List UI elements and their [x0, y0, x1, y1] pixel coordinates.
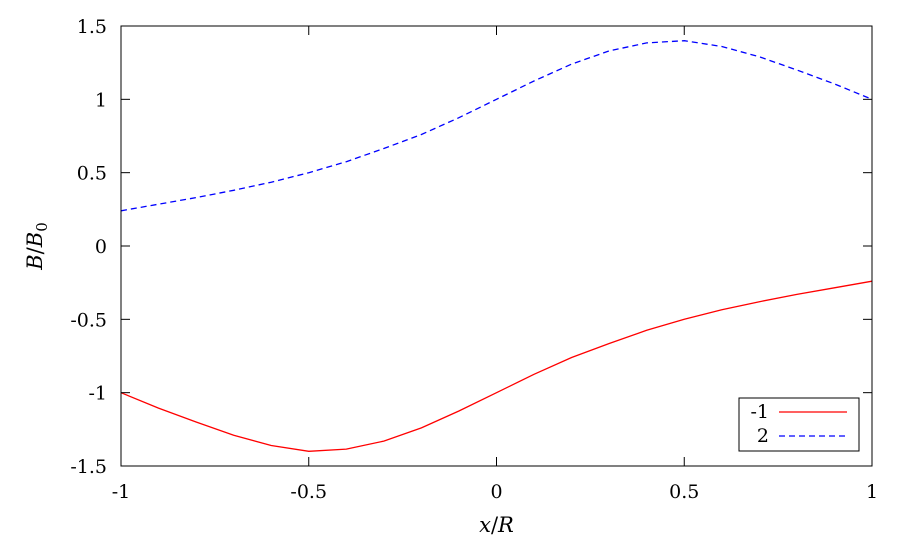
y-axis-title-subscript: 0 [33, 222, 51, 232]
x-tick-label: -1 [112, 481, 131, 503]
x-axis-title-denominator: R [497, 513, 514, 537]
y-tick-label: 0.5 [77, 163, 107, 185]
y-tick-label: 0 [95, 236, 107, 258]
series-layer [120, 40, 873, 452]
legend-label-series-1: -1 [750, 401, 769, 423]
x-axis-title-var: x [479, 513, 491, 537]
series-line-2 [120, 40, 873, 212]
y-axis-title-slash: / [23, 246, 47, 254]
legend: -1 2 [738, 397, 860, 452]
legend-label-series-2: 2 [757, 425, 769, 447]
x-tick-label: 0.5 [669, 481, 699, 503]
y-axis-title-var: B [23, 254, 47, 270]
labels-layer: -1 -0.5 0 0.5 1-1.5-1-0.500.511.5 [70, 16, 878, 503]
x-tick-label: 0 [490, 481, 502, 503]
legend-box [738, 397, 860, 452]
y-axis-title-denominator: B [23, 232, 47, 248]
x-tick-label: -0.5 [290, 481, 327, 503]
x-axis-title-slash: / [491, 513, 499, 537]
series-line-1 [120, 280, 873, 452]
y-tick-label: 1 [95, 89, 107, 111]
x-tick-label: 1 [866, 481, 878, 503]
y-tick-label: -0.5 [70, 309, 107, 331]
y-tick-label: -1 [88, 383, 107, 405]
x-axis-title: x/R [479, 513, 514, 537]
y-tick-label: -1.5 [70, 456, 107, 478]
ticks-layer [120, 25, 873, 467]
y-tick-label: 1.5 [77, 16, 107, 38]
y-axis-title: B/B0 [23, 222, 51, 271]
